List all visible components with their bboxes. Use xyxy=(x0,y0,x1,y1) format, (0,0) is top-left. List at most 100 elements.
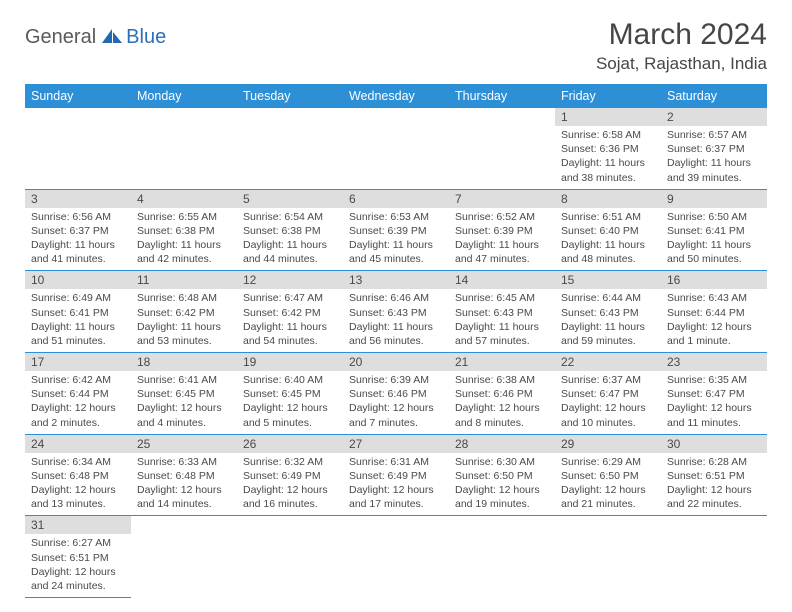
day-info: Sunrise: 6:50 AMSunset: 6:41 PMDaylight:… xyxy=(661,208,767,271)
calendar-cell: 6Sunrise: 6:53 AMSunset: 6:39 PMDaylight… xyxy=(343,189,449,271)
calendar-cell: 9Sunrise: 6:50 AMSunset: 6:41 PMDaylight… xyxy=(661,189,767,271)
calendar-cell: 18Sunrise: 6:41 AMSunset: 6:45 PMDayligh… xyxy=(131,353,237,435)
day-number: 27 xyxy=(343,435,449,453)
day-info: Sunrise: 6:45 AMSunset: 6:43 PMDaylight:… xyxy=(449,289,555,352)
calendar-cell: 10Sunrise: 6:49 AMSunset: 6:41 PMDayligh… xyxy=(25,271,131,353)
day-number: 10 xyxy=(25,271,131,289)
day-header: Monday xyxy=(131,84,237,108)
calendar-cell: 17Sunrise: 6:42 AMSunset: 6:44 PMDayligh… xyxy=(25,353,131,435)
day-info: Sunrise: 6:30 AMSunset: 6:50 PMDaylight:… xyxy=(449,453,555,516)
calendar-cell: 22Sunrise: 6:37 AMSunset: 6:47 PMDayligh… xyxy=(555,353,661,435)
calendar-cell xyxy=(131,516,237,598)
calendar-cell xyxy=(237,108,343,189)
calendar-cell: 25Sunrise: 6:33 AMSunset: 6:48 PMDayligh… xyxy=(131,434,237,516)
calendar-cell xyxy=(449,516,555,598)
day-header: Sunday xyxy=(25,84,131,108)
calendar-row: 3Sunrise: 6:56 AMSunset: 6:37 PMDaylight… xyxy=(25,189,767,271)
calendar-cell: 5Sunrise: 6:54 AMSunset: 6:38 PMDaylight… xyxy=(237,189,343,271)
day-info: Sunrise: 6:42 AMSunset: 6:44 PMDaylight:… xyxy=(25,371,131,434)
title-block: March 2024 Sojat, Rajasthan, India xyxy=(596,18,767,74)
day-number: 26 xyxy=(237,435,343,453)
day-number: 25 xyxy=(131,435,237,453)
calendar-cell: 11Sunrise: 6:48 AMSunset: 6:42 PMDayligh… xyxy=(131,271,237,353)
calendar-cell: 8Sunrise: 6:51 AMSunset: 6:40 PMDaylight… xyxy=(555,189,661,271)
day-number: 31 xyxy=(25,516,131,534)
day-number: 19 xyxy=(237,353,343,371)
location: Sojat, Rajasthan, India xyxy=(596,54,767,74)
day-number: 14 xyxy=(449,271,555,289)
day-info: Sunrise: 6:54 AMSunset: 6:38 PMDaylight:… xyxy=(237,208,343,271)
day-number: 29 xyxy=(555,435,661,453)
day-header: Saturday xyxy=(661,84,767,108)
day-number: 4 xyxy=(131,190,237,208)
calendar-cell: 26Sunrise: 6:32 AMSunset: 6:49 PMDayligh… xyxy=(237,434,343,516)
calendar-cell: 4Sunrise: 6:55 AMSunset: 6:38 PMDaylight… xyxy=(131,189,237,271)
day-info: Sunrise: 6:49 AMSunset: 6:41 PMDaylight:… xyxy=(25,289,131,352)
day-number: 2 xyxy=(661,108,767,126)
day-number: 20 xyxy=(343,353,449,371)
logo-text-general: General xyxy=(25,26,96,49)
day-header-row: Sunday Monday Tuesday Wednesday Thursday… xyxy=(25,84,767,108)
day-number: 11 xyxy=(131,271,237,289)
calendar-cell: 7Sunrise: 6:52 AMSunset: 6:39 PMDaylight… xyxy=(449,189,555,271)
logo-text-blue: Blue xyxy=(126,26,166,49)
calendar-cell: 1Sunrise: 6:58 AMSunset: 6:36 PMDaylight… xyxy=(555,108,661,189)
calendar-cell: 13Sunrise: 6:46 AMSunset: 6:43 PMDayligh… xyxy=(343,271,449,353)
day-info: Sunrise: 6:52 AMSunset: 6:39 PMDaylight:… xyxy=(449,208,555,271)
day-number: 12 xyxy=(237,271,343,289)
calendar-cell: 27Sunrise: 6:31 AMSunset: 6:49 PMDayligh… xyxy=(343,434,449,516)
calendar-cell: 21Sunrise: 6:38 AMSunset: 6:46 PMDayligh… xyxy=(449,353,555,435)
day-info: Sunrise: 6:28 AMSunset: 6:51 PMDaylight:… xyxy=(661,453,767,516)
day-info: Sunrise: 6:51 AMSunset: 6:40 PMDaylight:… xyxy=(555,208,661,271)
calendar-cell: 29Sunrise: 6:29 AMSunset: 6:50 PMDayligh… xyxy=(555,434,661,516)
day-info: Sunrise: 6:38 AMSunset: 6:46 PMDaylight:… xyxy=(449,371,555,434)
day-info: Sunrise: 6:43 AMSunset: 6:44 PMDaylight:… xyxy=(661,289,767,352)
day-info: Sunrise: 6:57 AMSunset: 6:37 PMDaylight:… xyxy=(661,126,767,189)
day-info: Sunrise: 6:39 AMSunset: 6:46 PMDaylight:… xyxy=(343,371,449,434)
day-number: 8 xyxy=(555,190,661,208)
day-number: 13 xyxy=(343,271,449,289)
day-info: Sunrise: 6:53 AMSunset: 6:39 PMDaylight:… xyxy=(343,208,449,271)
header: General Blue March 2024 Sojat, Rajasthan… xyxy=(25,18,767,74)
calendar-row: 17Sunrise: 6:42 AMSunset: 6:44 PMDayligh… xyxy=(25,353,767,435)
day-number: 23 xyxy=(661,353,767,371)
day-number: 24 xyxy=(25,435,131,453)
day-info: Sunrise: 6:29 AMSunset: 6:50 PMDaylight:… xyxy=(555,453,661,516)
day-number: 28 xyxy=(449,435,555,453)
day-info: Sunrise: 6:31 AMSunset: 6:49 PMDaylight:… xyxy=(343,453,449,516)
day-number: 5 xyxy=(237,190,343,208)
calendar-cell: 16Sunrise: 6:43 AMSunset: 6:44 PMDayligh… xyxy=(661,271,767,353)
calendar-cell xyxy=(555,516,661,598)
calendar-cell: 2Sunrise: 6:57 AMSunset: 6:37 PMDaylight… xyxy=(661,108,767,189)
day-info: Sunrise: 6:40 AMSunset: 6:45 PMDaylight:… xyxy=(237,371,343,434)
calendar-row: 24Sunrise: 6:34 AMSunset: 6:48 PMDayligh… xyxy=(25,434,767,516)
day-number: 30 xyxy=(661,435,767,453)
day-info: Sunrise: 6:27 AMSunset: 6:51 PMDaylight:… xyxy=(25,534,131,597)
calendar-cell: 3Sunrise: 6:56 AMSunset: 6:37 PMDaylight… xyxy=(25,189,131,271)
day-info: Sunrise: 6:48 AMSunset: 6:42 PMDaylight:… xyxy=(131,289,237,352)
calendar-cell: 14Sunrise: 6:45 AMSunset: 6:43 PMDayligh… xyxy=(449,271,555,353)
day-header: Tuesday xyxy=(237,84,343,108)
calendar-cell: 24Sunrise: 6:34 AMSunset: 6:48 PMDayligh… xyxy=(25,434,131,516)
day-number: 9 xyxy=(661,190,767,208)
day-number: 22 xyxy=(555,353,661,371)
day-info: Sunrise: 6:37 AMSunset: 6:47 PMDaylight:… xyxy=(555,371,661,434)
day-header: Thursday xyxy=(449,84,555,108)
calendar-cell xyxy=(661,516,767,598)
day-number: 7 xyxy=(449,190,555,208)
calendar-cell: 15Sunrise: 6:44 AMSunset: 6:43 PMDayligh… xyxy=(555,271,661,353)
day-info: Sunrise: 6:32 AMSunset: 6:49 PMDaylight:… xyxy=(237,453,343,516)
month-title: March 2024 xyxy=(596,18,767,52)
day-number: 1 xyxy=(555,108,661,126)
day-info: Sunrise: 6:33 AMSunset: 6:48 PMDaylight:… xyxy=(131,453,237,516)
day-number: 21 xyxy=(449,353,555,371)
calendar-table: Sunday Monday Tuesday Wednesday Thursday… xyxy=(25,84,767,598)
calendar-cell xyxy=(449,108,555,189)
calendar-cell xyxy=(343,516,449,598)
day-info: Sunrise: 6:46 AMSunset: 6:43 PMDaylight:… xyxy=(343,289,449,352)
calendar-row: 1Sunrise: 6:58 AMSunset: 6:36 PMDaylight… xyxy=(25,108,767,189)
calendar-cell: 31Sunrise: 6:27 AMSunset: 6:51 PMDayligh… xyxy=(25,516,131,598)
day-number: 15 xyxy=(555,271,661,289)
calendar-cell: 23Sunrise: 6:35 AMSunset: 6:47 PMDayligh… xyxy=(661,353,767,435)
calendar-row: 31Sunrise: 6:27 AMSunset: 6:51 PMDayligh… xyxy=(25,516,767,598)
